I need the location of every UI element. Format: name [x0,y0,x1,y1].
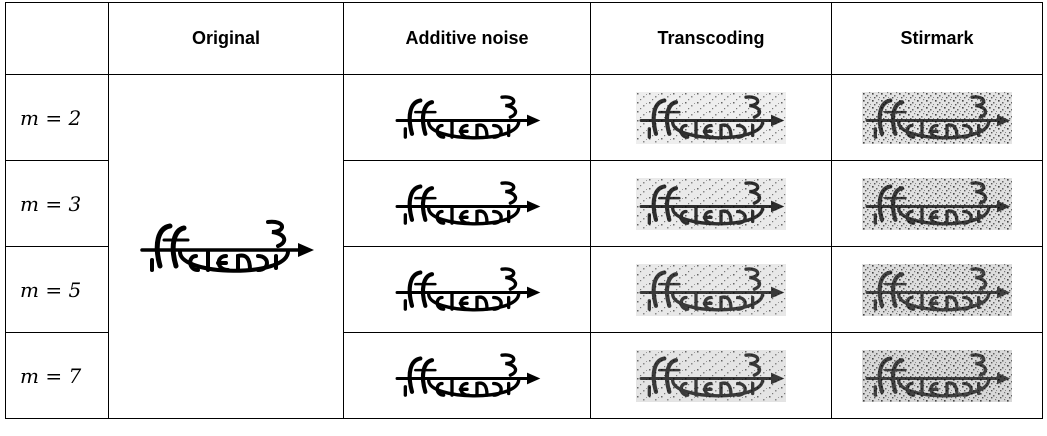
row-label: m = 5 [5,246,109,333]
image-cell [590,74,832,161]
image-cell [831,74,1043,161]
table-row: m = 2 [5,74,1043,419]
column-header: Original [108,2,344,75]
image-cell [590,246,832,333]
image-cell [343,246,591,333]
table-row: m = 7 [5,332,1043,419]
noise-image [392,92,542,144]
original-image [136,216,316,278]
transcoding-image [636,263,786,316]
image-cell [831,332,1043,419]
header-row: Original Additive noise Transcoding Stir… [5,2,1043,75]
image-cell [590,160,832,247]
row-label: m = 7 [5,332,109,419]
noise-image [392,350,542,402]
corner-cell [5,2,109,75]
noise-image [392,178,542,230]
image-cell [590,332,832,419]
stirmark-image [862,177,1012,230]
stirmark-image [862,349,1012,402]
column-header: Additive noise [343,2,591,75]
noise-image [392,264,542,316]
stirmark-image [862,91,1012,144]
image-cell [343,74,591,161]
image-cell [343,160,591,247]
row-label: m = 3 [5,160,109,247]
transcoding-image [636,349,786,402]
transcoding-image [636,177,786,230]
stirmark-image [862,263,1012,316]
results-table: Original Additive noise Transcoding Stir… [5,2,1043,419]
row-label: m = 2 [5,74,109,161]
table-row: m = 5 [5,246,1043,333]
column-header: Stirmark [831,2,1043,75]
table-row: m = 3 [5,160,1043,247]
column-header: Transcoding [590,2,832,75]
image-cell [831,246,1043,333]
original-cell [108,74,344,419]
image-cell [831,160,1043,247]
transcoding-image [636,91,786,144]
image-cell [343,332,591,419]
